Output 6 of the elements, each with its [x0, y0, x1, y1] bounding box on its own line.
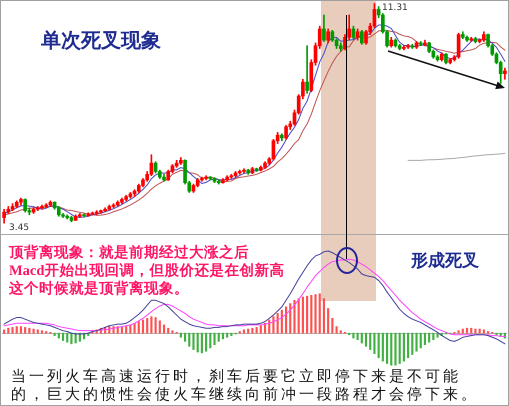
text: 单次死叉现象	[41, 27, 161, 54]
annotation: 顶背离现象：就是前期经过大涨之后Macd开始出现回调，但股价还是在创新高这个时候就是顶背离现象。	[9, 244, 284, 298]
annotation: 11.31	[382, 3, 408, 13]
text: 当一列火车高速运行时，刹车后要它立即停下来是不可能的，巨大的惯性会使火车继续向前冲一段路程才会停下来。	[11, 367, 480, 403]
annotation: 形成死叉	[411, 250, 479, 272]
annotation: 3.45	[9, 223, 30, 233]
